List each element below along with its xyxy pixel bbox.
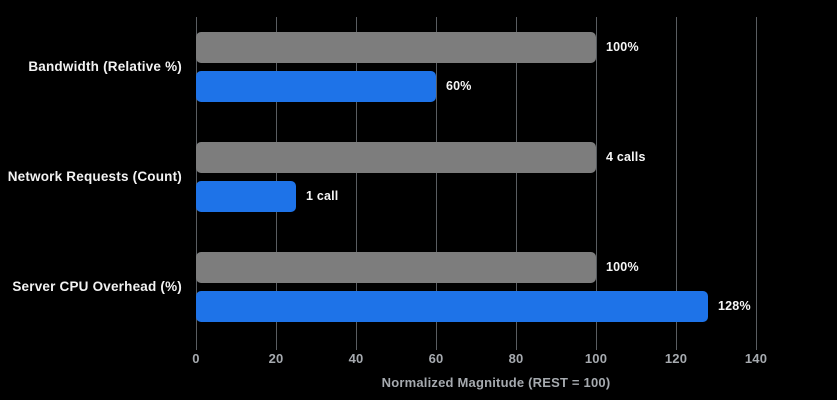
gridline-x-40 xyxy=(356,17,357,345)
bar-baseline-2 xyxy=(196,252,596,283)
tick-mark-x-100 xyxy=(596,345,597,350)
bar-baseline-0 xyxy=(196,32,596,63)
tick-label-x-40: 40 xyxy=(348,351,364,366)
tick-mark-x-0 xyxy=(196,345,197,350)
tick-label-x-80: 80 xyxy=(508,351,524,366)
bar-comparison-0 xyxy=(196,71,436,102)
gridline-x-0 xyxy=(196,17,197,345)
gridline-x-100 xyxy=(596,17,597,345)
tick-mark-x-60 xyxy=(436,345,437,350)
gridline-x-60 xyxy=(436,17,437,345)
bar-baseline-1 xyxy=(196,142,596,173)
category-label-2: Server CPU Overhead (%) xyxy=(12,279,182,294)
tick-label-x-20: 20 xyxy=(268,351,284,366)
tick-mark-x-120 xyxy=(676,345,677,350)
bar-value-label-comparison-0: 60% xyxy=(446,79,472,93)
tick-mark-x-80 xyxy=(516,345,517,350)
tick-mark-x-20 xyxy=(276,345,277,350)
bar-comparison-1 xyxy=(196,181,296,212)
gridline-x-80 xyxy=(516,17,517,345)
plot-area: 100% 60% 4 calls 1 call 100% 128% xyxy=(196,17,796,345)
category-label-1: Network Requests (Count) xyxy=(7,169,182,184)
bar-value-label-baseline-2: 100% xyxy=(606,260,639,274)
tick-label-x-120: 120 xyxy=(664,351,688,366)
tick-label-x-0: 0 xyxy=(192,351,200,366)
gridline-x-140 xyxy=(756,17,757,345)
tick-mark-x-40 xyxy=(356,345,357,350)
tick-mark-x-140 xyxy=(756,345,757,350)
bar-comparison-2 xyxy=(196,291,708,322)
tick-label-x-100: 100 xyxy=(584,351,608,366)
bar-value-label-comparison-1: 1 call xyxy=(306,189,339,203)
bar-value-label-baseline-0: 100% xyxy=(606,40,639,54)
category-label-0: Bandwidth (Relative %) xyxy=(28,59,182,74)
gridline-x-120 xyxy=(676,17,677,345)
tick-label-x-60: 60 xyxy=(428,351,444,366)
tick-label-x-140: 140 xyxy=(744,351,768,366)
bar-value-label-comparison-2: 128% xyxy=(718,299,751,313)
bar-value-label-baseline-1: 4 calls xyxy=(606,150,646,164)
x-axis-title: Normalized Magnitude (REST = 100) xyxy=(381,375,611,390)
